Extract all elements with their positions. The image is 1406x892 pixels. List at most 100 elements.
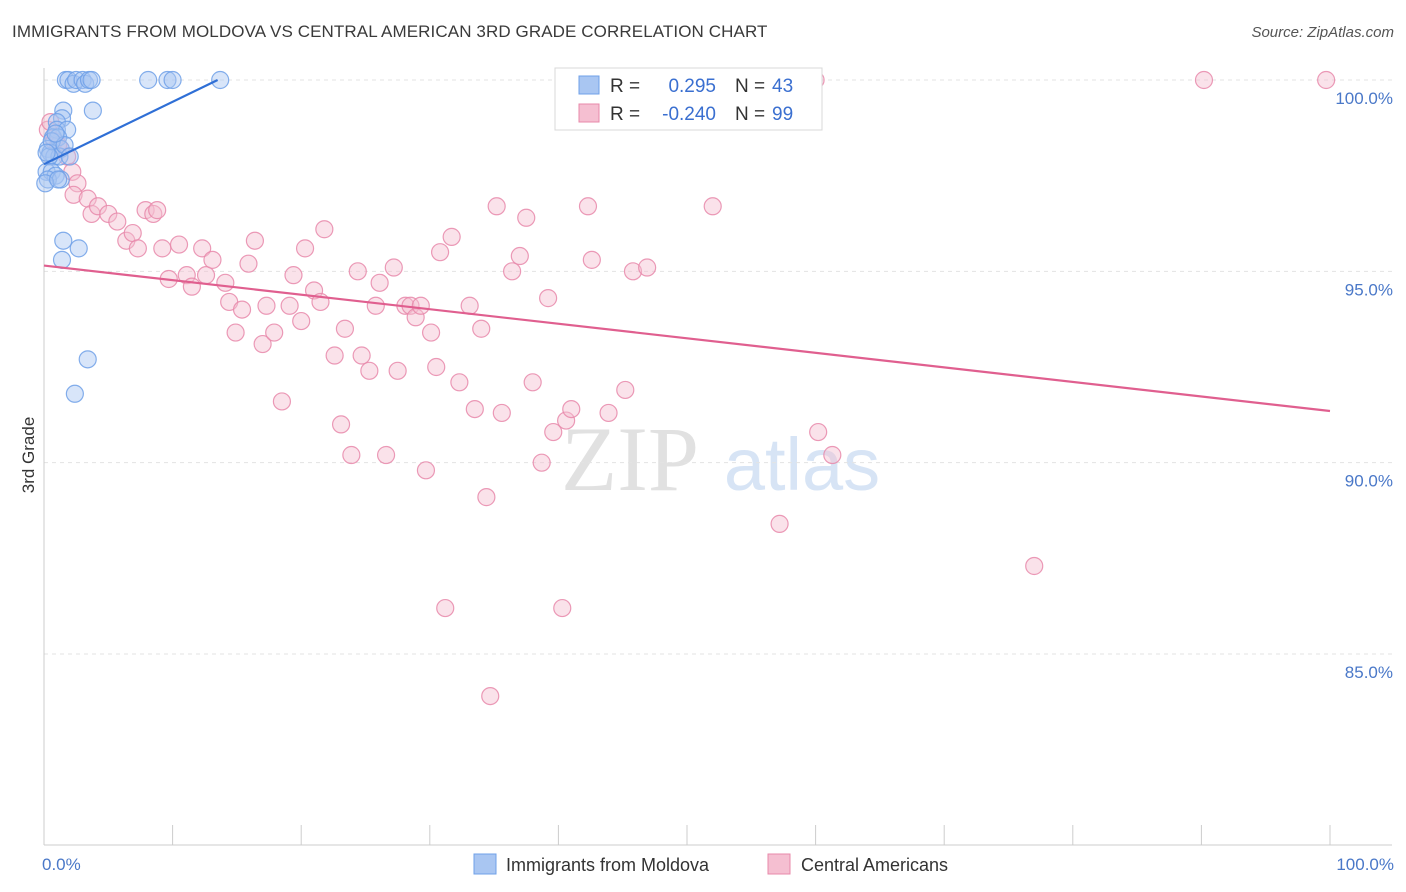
central-american-point-7 [78, 189, 97, 208]
central-american-point-44 [331, 415, 351, 434]
central-american-point-92 [809, 422, 828, 442]
central-american-point-57 [406, 308, 425, 327]
central-american-point-14 [128, 239, 147, 258]
central-american-point-21 [177, 266, 196, 285]
series-central-americans [38, 70, 1336, 706]
chart-title: IMMIGRANTS FROM MOLDOVA VS CENTRAL AMERI… [12, 22, 768, 41]
central-american-point-76 [523, 373, 542, 392]
watermark-zip: ZIP [561, 408, 699, 510]
central-american-point-33 [257, 296, 276, 315]
central-american-point-94 [1025, 556, 1044, 576]
central-american-point-65 [450, 373, 469, 392]
central-american-point-86 [616, 380, 635, 400]
central-american-point-26 [216, 273, 235, 292]
central-american-point-35 [272, 392, 292, 411]
central-american-point-51 [370, 273, 389, 292]
y-tick-labels: 100.0% 95.0% 90.0% 85.0% [1335, 89, 1393, 682]
legend-swatch-pink [578, 103, 600, 123]
central-american-point-71 [487, 197, 506, 216]
central-american-point-68 [472, 319, 491, 338]
legend-r-label-1: R = [610, 76, 640, 97]
y-axis-label: 3rd Grade [19, 417, 38, 494]
x-tick-labels: 0.0% 100.0% [42, 855, 1394, 874]
central-american-point-6 [64, 185, 83, 204]
moldova-point-10 [163, 70, 182, 90]
central-american-point-49 [360, 361, 379, 380]
legend-swatch-blue [578, 75, 600, 95]
central-american-point-13 [123, 223, 142, 243]
central-american-point-25 [203, 250, 222, 269]
central-american-point-60 [421, 323, 441, 342]
central-american-point-23 [193, 239, 212, 258]
moldova-point-3 [67, 70, 86, 90]
legend-r-value-1: 0.295 [668, 76, 716, 97]
source-label: Source: ZipAtlas.com [1251, 24, 1394, 41]
legend-r-value-2: -0.240 [662, 104, 716, 125]
central-american-point-24 [196, 266, 216, 285]
central-american-point-29 [232, 300, 252, 319]
moldova-point-8 [139, 70, 158, 90]
central-american-point-74 [510, 246, 529, 266]
central-american-point-61 [427, 357, 446, 377]
central-american-point-90 [770, 514, 789, 533]
central-american-point-48 [352, 346, 371, 365]
central-american-point-80 [553, 598, 572, 618]
bottom-legend-swatch-blue [473, 853, 497, 875]
watermark: ZIP atlas [561, 408, 880, 510]
central-american-point-78 [539, 289, 558, 308]
central-american-point-34 [265, 323, 284, 342]
moldova-point-9 [158, 70, 177, 90]
bottom-legend-label-blue: Immigrants from Moldova [506, 855, 710, 875]
central-american-point-38 [292, 311, 311, 331]
moldova-point-32 [54, 231, 73, 250]
central-american-trend-line [43, 264, 1331, 413]
x-tick-label-0: 0.0% [42, 855, 81, 874]
legend-n-value-2: 99 [772, 104, 793, 125]
central-american-point-87 [623, 262, 643, 281]
central-american-point-67 [465, 399, 484, 419]
central-american-point-52 [376, 445, 396, 465]
moldova-point-11 [211, 70, 230, 90]
central-american-point-42 [315, 220, 334, 239]
central-american-point-30 [239, 254, 258, 273]
central-american-point-64 [442, 227, 461, 246]
legend-n-label-1: N = [735, 76, 765, 97]
central-american-point-84 [582, 250, 601, 269]
legend-r-label-2: R = [610, 104, 640, 125]
central-american-point-85 [599, 403, 618, 423]
legend-n-label-2: N = [735, 104, 765, 125]
central-american-point-93 [823, 445, 842, 465]
moldova-trend-line [43, 79, 219, 166]
gridlines [44, 79, 1392, 655]
central-american-point-95 [1194, 70, 1214, 90]
central-american-point-45 [335, 319, 355, 338]
central-american-point-89 [703, 197, 722, 216]
central-american-point-83 [578, 197, 598, 216]
trend-lines [43, 79, 1331, 413]
y-tick-label-2: 90.0% [1345, 472, 1393, 491]
y-tick-label-1: 95.0% [1345, 280, 1393, 299]
central-american-point-19 [169, 235, 189, 254]
moldova-point-40 [49, 170, 68, 189]
moldova-point-41 [46, 124, 65, 143]
central-american-point-69 [477, 488, 496, 507]
central-american-point-59 [416, 461, 436, 480]
central-american-point-79 [544, 422, 563, 442]
series-legend: Immigrants from Moldova Central American… [473, 853, 948, 875]
central-american-point-53 [384, 258, 403, 277]
central-american-point-36 [280, 296, 299, 315]
central-american-point-54 [388, 361, 407, 380]
moldova-point-42 [37, 143, 56, 162]
central-american-point-70 [481, 686, 500, 706]
central-american-point-39 [295, 239, 315, 258]
y-tick-label-3: 85.0% [1345, 663, 1393, 682]
central-american-point-77 [532, 453, 551, 472]
central-american-point-63 [436, 598, 455, 618]
moldova-point-12 [54, 101, 73, 120]
central-american-point-17 [148, 201, 167, 220]
central-american-point-75 [517, 208, 536, 227]
moldova-point-33 [69, 239, 88, 258]
central-american-point-62 [430, 243, 450, 262]
central-american-point-46 [342, 445, 361, 465]
